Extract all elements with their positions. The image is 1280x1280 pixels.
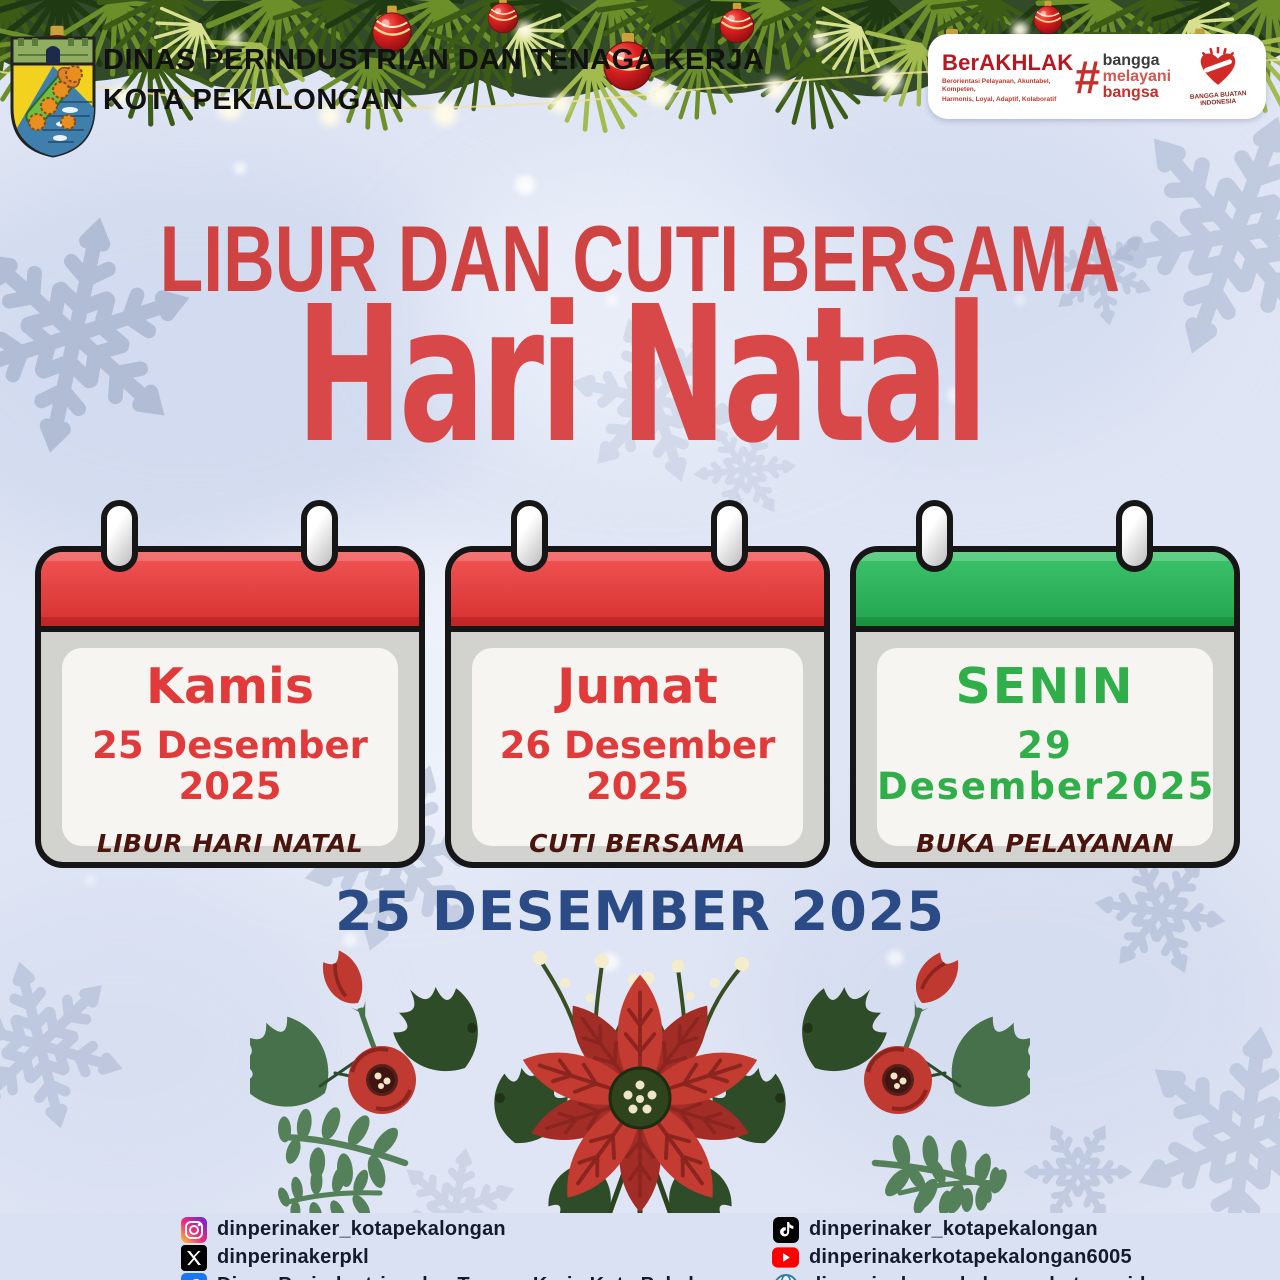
- youtube-handle: dinperinakerkotapekalongan6005: [809, 1246, 1132, 1268]
- hashtag-word2: melayani: [1102, 67, 1172, 85]
- calendar-day: SENIN: [955, 658, 1135, 715]
- calendar-description: LIBUR HARI NATAL: [96, 829, 364, 859]
- calendar-ring: [101, 500, 138, 572]
- calendar-day: Jumat: [557, 658, 718, 715]
- tiktok-handle: dinperinaker_kotapekalongan: [809, 1218, 1098, 1240]
- calendar-ring: [1116, 500, 1153, 572]
- hashtag-icon: #: [1074, 50, 1100, 103]
- website-row: dinperinaker.pekalongankota.go.id: [772, 1273, 1146, 1280]
- x-handle: dinperinakerpkl: [217, 1246, 369, 1268]
- berakhlak-logo: BerAKHLAK Berorientasi Pelayanan, Akunta…: [936, 50, 1074, 104]
- calendar-day: Kamis: [145, 658, 315, 715]
- branding-badges: BerAKHLAK Berorientasi Pelayanan, Akunta…: [928, 34, 1266, 119]
- agency-line2: KOTA PEKALONGAN: [103, 84, 404, 116]
- agency-line1: DINAS PERINDUSTRIAN DAN TENAGA KERJA: [103, 44, 765, 76]
- social-media-footer: dinperinaker_kotapekalongan dinperinaker…: [0, 1213, 1280, 1280]
- hashtag-word3: bangsa: [1102, 83, 1159, 101]
- poinsettia-floral-decoration: [250, 948, 1030, 1218]
- berakhlak-tagline-2: Harmonis, Loyal, Adaptif, Kolaboratif: [942, 95, 1057, 103]
- calendar-description: BUKA PELAYANAN KEMBALI: [916, 829, 1174, 859]
- facebook-icon: [180, 1272, 207, 1280]
- hashtag-word1: bangga: [1102, 51, 1160, 69]
- youtube-icon: [772, 1244, 799, 1271]
- bangga-buatan-indonesia-logo: BANGGA BUATAN INDONESIA: [1178, 45, 1259, 107]
- calendar-header: [856, 552, 1234, 632]
- bangga-melayani-bangsa-logo: # bangga melayani bangsa: [1074, 50, 1178, 103]
- calendar-date: 29 Desember2025: [877, 723, 1216, 808]
- calendar-ring: [511, 500, 548, 572]
- calendar-card-29-december: SENIN 29 Desember2025 BUKA PELAYANAN KEM…: [850, 500, 1240, 872]
- calendar-ring: [301, 500, 338, 572]
- calendar-card-25-december: Kamis 25 Desember 2025 LIBUR HARI NATAL: [35, 500, 425, 872]
- poster-title: Hari Natal: [295, 266, 988, 485]
- instagram-handle-row: dinperinaker_kotapekalongan: [180, 1216, 755, 1243]
- calendar-header: [451, 552, 824, 632]
- highlight-date: 25 DESEMBER 2025: [335, 880, 945, 943]
- website-url: dinperinaker.pekalongankota.go.id: [809, 1274, 1146, 1280]
- calendar-ring: [916, 500, 953, 572]
- x-handle-row: dinperinakerpkl: [180, 1244, 755, 1271]
- tiktok-icon: [772, 1216, 799, 1243]
- heart-icon: [1200, 45, 1235, 85]
- youtube-handle-row: dinperinakerkotapekalongan6005: [772, 1245, 1146, 1270]
- instagram-icon: [180, 1216, 207, 1243]
- calendar-date: 25 Desember 2025: [92, 723, 368, 808]
- facebook-handle: Dinas Perindustrian dan Tenaga Kerja Kot…: [217, 1274, 755, 1280]
- calendar-ring: [711, 500, 748, 572]
- agency-name: DINAS PERINDUSTRIAN DAN TENAGA KERJA KOT…: [103, 40, 764, 120]
- calendar-header: [41, 552, 419, 632]
- berakhlak-title: BerAKHLAK: [942, 49, 1074, 75]
- calendar-card-26-december: Jumat 26 Desember 2025 CUTI BERSAMA HARI…: [445, 500, 830, 872]
- tiktok-handle-row: dinperinaker_kotapekalongan: [772, 1216, 1146, 1243]
- calendar-description: CUTI BERSAMA HARI NATAL: [529, 829, 746, 859]
- x-twitter-icon: [180, 1244, 207, 1271]
- instagram-handle: dinperinaker_kotapekalongan: [217, 1218, 506, 1240]
- berakhlak-tagline-1: Berorientasi Pelayanan, Akuntabel, Kompe…: [942, 77, 1051, 93]
- calendar-date: 26 Desember 2025: [499, 723, 776, 808]
- facebook-handle-row: Dinas Perindustrian dan Tenaga Kerja Kot…: [180, 1272, 755, 1280]
- globe-icon: [772, 1272, 799, 1280]
- pekalongan-city-emblem: [10, 36, 96, 158]
